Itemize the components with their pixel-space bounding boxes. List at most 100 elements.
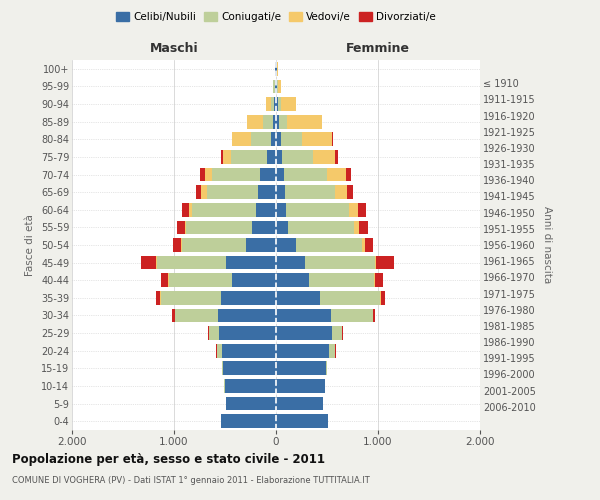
Bar [181, 238, 182, 252]
Bar [376, 256, 394, 270]
Bar [276, 379, 325, 393]
Bar [288, 220, 353, 234]
Bar [276, 291, 320, 304]
Bar [375, 256, 376, 270]
Bar [257, 186, 276, 199]
Bar [276, 115, 279, 128]
Bar [260, 168, 276, 181]
Bar [375, 274, 383, 287]
Bar [222, 344, 276, 358]
Bar [281, 132, 302, 146]
Bar [276, 186, 285, 199]
Bar [284, 168, 327, 181]
Y-axis label: Anni di nascita: Anni di nascita [542, 206, 553, 284]
Bar [182, 238, 247, 252]
Bar [276, 132, 281, 146]
Bar [320, 291, 380, 304]
Bar [271, 97, 274, 111]
Bar [373, 308, 376, 322]
Bar [185, 220, 186, 234]
Bar [296, 238, 362, 252]
Bar [225, 379, 276, 393]
Bar [221, 150, 223, 164]
Bar [353, 220, 359, 234]
Bar [231, 150, 267, 164]
Bar [266, 97, 271, 111]
Text: Popolazione per età, sesso e stato civile - 2011: Popolazione per età, sesso e stato civil… [12, 452, 325, 466]
Bar [332, 326, 342, 340]
Bar [362, 238, 365, 252]
Text: Maschi: Maschi [149, 42, 199, 54]
Bar [193, 203, 256, 216]
Bar [305, 256, 375, 270]
Bar [267, 150, 276, 164]
Bar [346, 168, 352, 181]
Bar [329, 344, 335, 358]
Bar [223, 150, 231, 164]
Bar [141, 256, 156, 270]
Bar [276, 362, 326, 375]
Bar [175, 308, 218, 322]
Bar [155, 291, 160, 304]
Bar [335, 186, 347, 199]
Bar [359, 220, 368, 234]
Bar [232, 132, 251, 146]
Bar [335, 150, 338, 164]
Bar [176, 220, 185, 234]
Bar [161, 291, 221, 304]
Bar [256, 203, 276, 216]
Bar [232, 274, 276, 287]
Bar [161, 274, 169, 287]
Bar [358, 203, 366, 216]
Bar [217, 344, 222, 358]
Bar [276, 308, 331, 322]
Bar [271, 132, 276, 146]
Bar [272, 80, 274, 94]
Bar [157, 256, 226, 270]
Bar [169, 274, 232, 287]
Bar [276, 220, 288, 234]
Bar [190, 203, 193, 216]
Bar [277, 80, 278, 94]
Bar [279, 115, 287, 128]
Bar [276, 168, 284, 181]
Bar [276, 238, 296, 252]
Bar [223, 362, 276, 375]
Bar [205, 168, 212, 181]
Bar [209, 326, 219, 340]
Bar [201, 186, 206, 199]
Bar [251, 132, 271, 146]
Bar [247, 115, 263, 128]
Bar [276, 256, 305, 270]
Bar [342, 326, 343, 340]
Bar [349, 203, 358, 216]
Bar [286, 203, 349, 216]
Bar [274, 80, 275, 94]
Text: Femmine: Femmine [346, 42, 410, 54]
Bar [199, 168, 205, 181]
Bar [308, 274, 374, 287]
Y-axis label: Fasce di età: Fasce di età [25, 214, 35, 276]
Bar [276, 326, 332, 340]
Bar [208, 326, 209, 340]
Bar [374, 274, 375, 287]
Bar [347, 186, 353, 199]
Bar [313, 150, 335, 164]
Bar [276, 274, 308, 287]
Bar [276, 414, 328, 428]
Bar [247, 238, 276, 252]
Legend: Celibi/Nubili, Coniugati/e, Vedovi/e, Divorziati/e: Celibi/Nubili, Coniugati/e, Vedovi/e, Di… [112, 8, 440, 26]
Bar [287, 115, 322, 128]
Bar [278, 97, 281, 111]
Bar [326, 362, 327, 375]
Text: COMUNE DI VOGHERA (PV) - Dati ISTAT 1° gennaio 2011 - Elaborazione TUTTITALIA.IT: COMUNE DI VOGHERA (PV) - Dati ISTAT 1° g… [12, 476, 370, 485]
Bar [182, 203, 190, 216]
Bar [276, 97, 278, 111]
Bar [276, 203, 286, 216]
Bar [282, 150, 313, 164]
Bar [251, 220, 276, 234]
Bar [331, 308, 373, 322]
Bar [285, 186, 335, 199]
Bar [226, 256, 276, 270]
Bar [365, 238, 373, 252]
